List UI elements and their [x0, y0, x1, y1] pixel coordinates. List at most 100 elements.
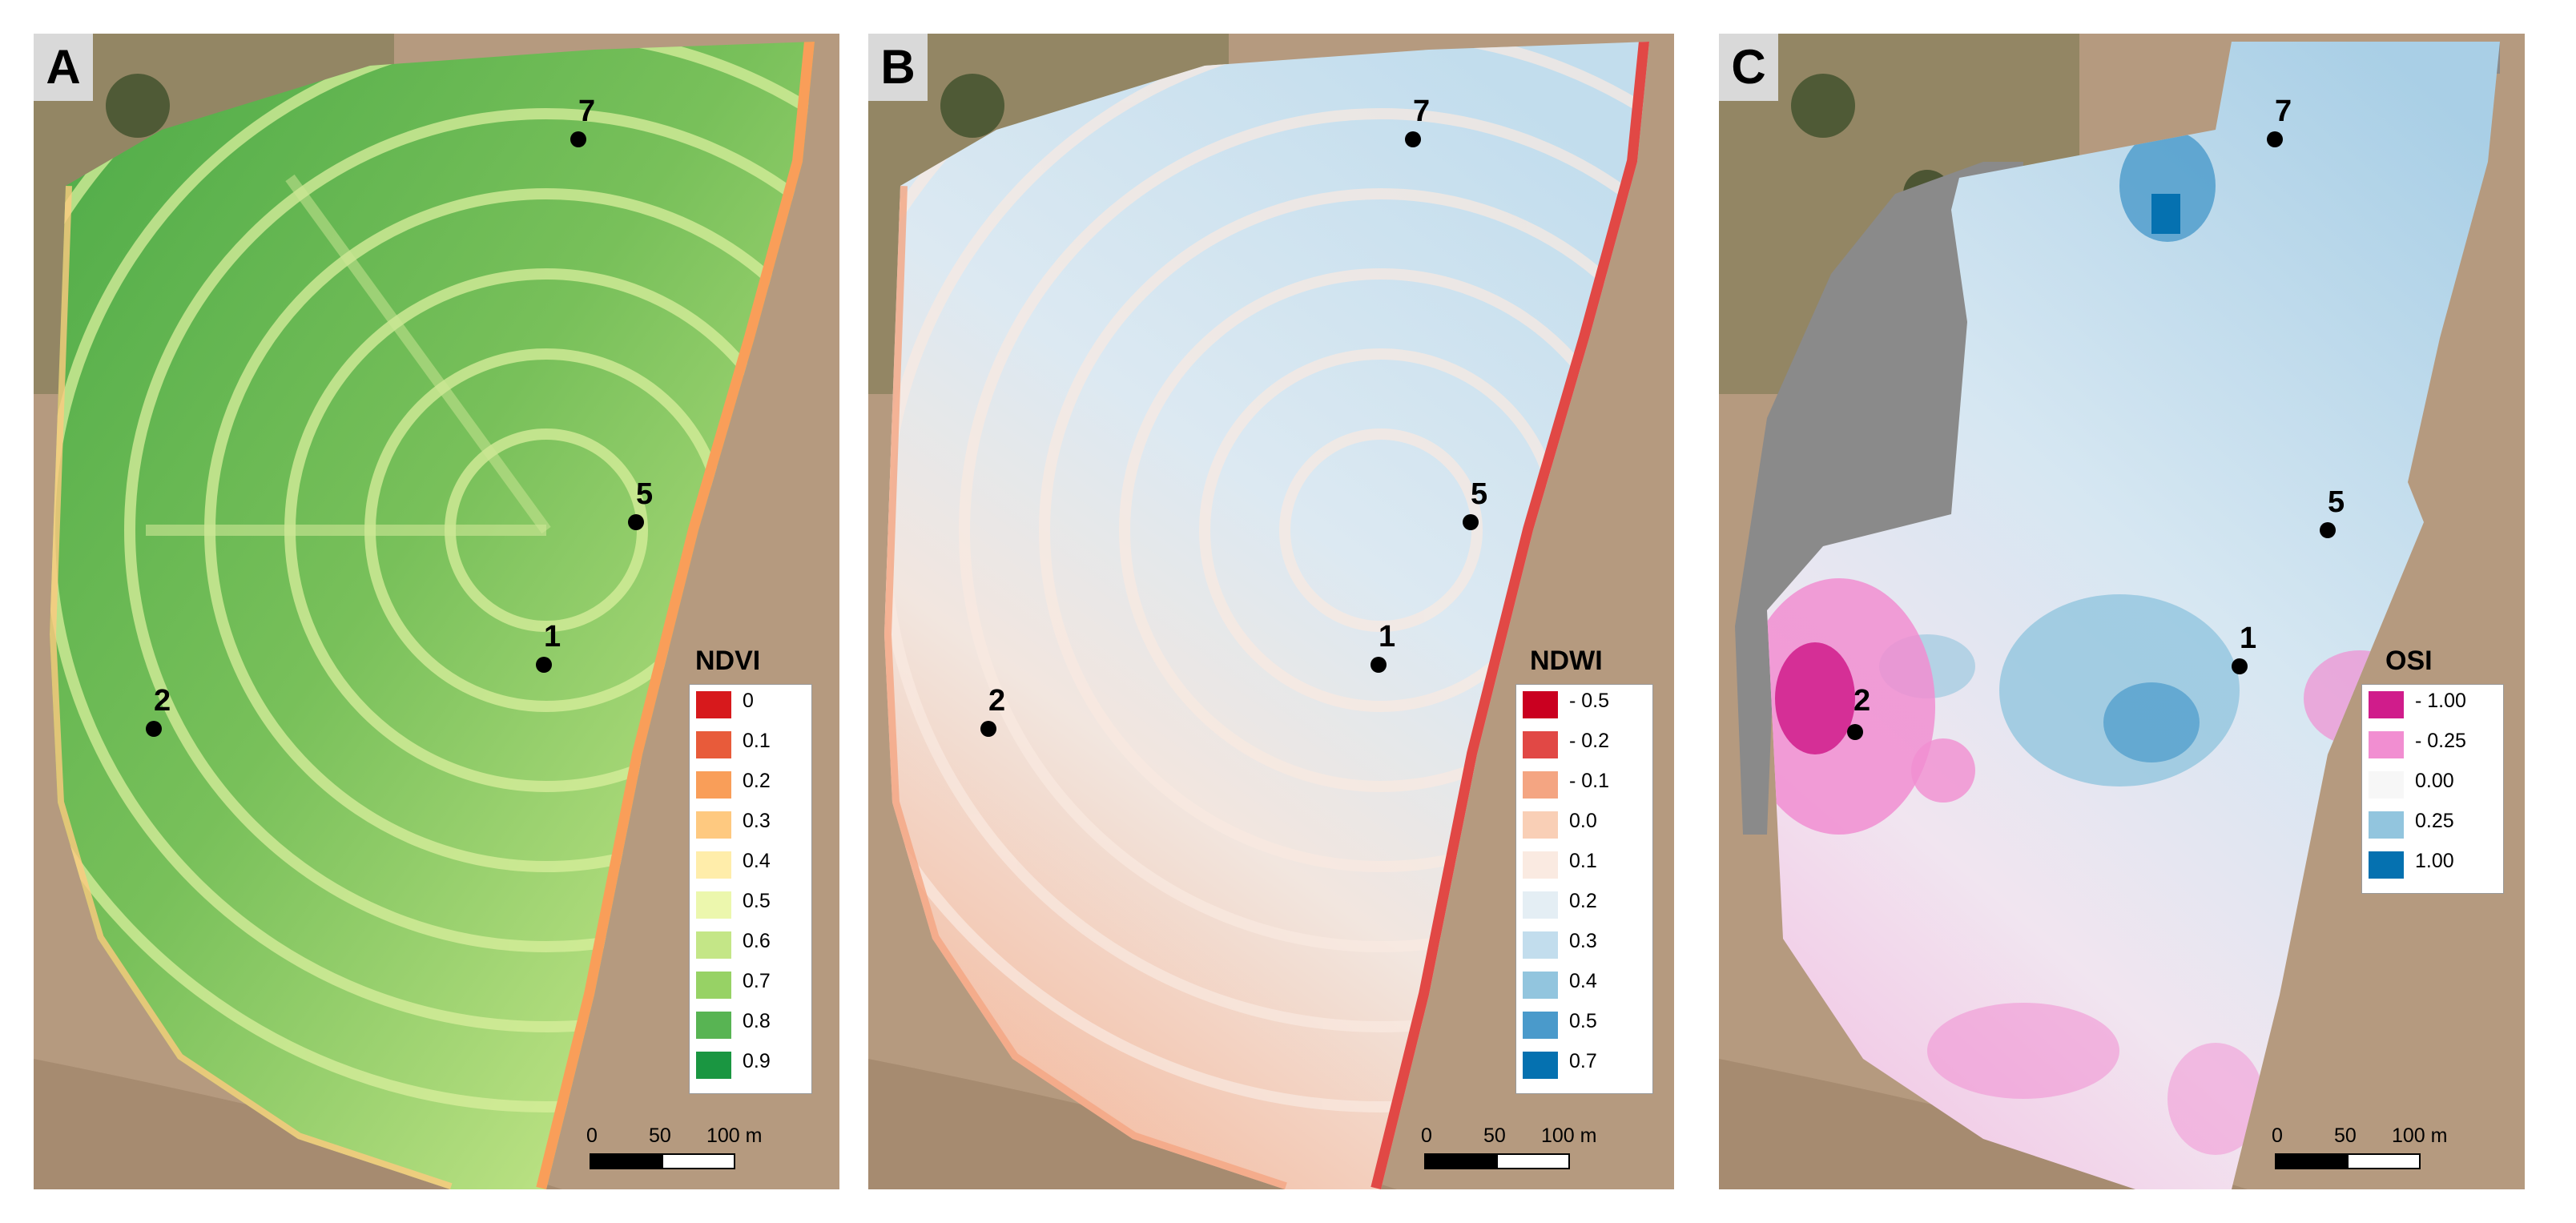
legend-swatch: [1523, 1012, 1558, 1039]
legend-label: 0.4: [1569, 970, 1597, 992]
legend-label: 0.00: [2415, 770, 2454, 792]
legend-item: 0.0: [1516, 805, 1652, 845]
legend-item: 0.1: [690, 725, 811, 765]
sample-point-5: [628, 514, 644, 530]
legend-item: - 0.5: [1516, 685, 1652, 725]
scale-label-mid: 50: [1483, 1124, 1506, 1147]
sample-point-1: [2232, 658, 2248, 674]
legend-item: 0.4: [1516, 965, 1652, 1005]
scale-bar-light-segment: [662, 1153, 735, 1169]
legend-swatch: [1523, 771, 1558, 799]
legend-label: 0.3: [743, 810, 771, 832]
point-label-2: 2: [1854, 684, 1871, 718]
osi-raster-map: [1719, 34, 2525, 1189]
legend-label: 0.7: [743, 970, 771, 992]
scale-bar: 0 50 100 m: [2272, 1124, 2447, 1181]
scale-label-zero: 0: [586, 1124, 598, 1147]
sample-point-7: [1405, 131, 1421, 147]
scale-bar-light-segment: [1496, 1153, 1570, 1169]
legend-item: 0.3: [1516, 925, 1652, 965]
point-label-1: 1: [2240, 622, 2257, 655]
legend-title: NDWI: [1530, 646, 1603, 676]
legend-label: 0.8: [743, 1010, 771, 1032]
legend-swatch: [2369, 771, 2404, 799]
panel-letter: A: [34, 34, 93, 101]
legend-swatch: [696, 931, 731, 959]
point-label-5: 5: [636, 477, 654, 511]
legend-item: - 0.25: [2362, 725, 2503, 765]
legend-swatch: [1523, 691, 1558, 718]
legend-swatch: [696, 771, 731, 799]
legend-swatch: [2369, 731, 2404, 758]
legend-item: 0.7: [1516, 1045, 1652, 1085]
legend-item: 0.2: [690, 765, 811, 805]
legend-swatch: [2369, 691, 2404, 718]
point-label-5: 5: [2328, 485, 2345, 519]
point-label-1: 1: [544, 620, 561, 654]
legend-label: 0.7: [1569, 1050, 1597, 1072]
legend-label: 1.00: [2415, 850, 2454, 872]
sample-point-2: [1847, 724, 1863, 740]
legend-label: 0.3: [1569, 930, 1597, 952]
legend-label: 0.1: [743, 730, 771, 752]
scale-bar: 0 50 100 m: [586, 1124, 762, 1181]
scale-label-zero: 0: [1421, 1124, 1432, 1147]
scale-label-mid: 50: [2334, 1124, 2357, 1147]
legend-item: - 0.1: [1516, 765, 1652, 805]
scale-label-end: 100 m: [706, 1124, 763, 1147]
legend-swatch: [1523, 731, 1558, 758]
legend-label: 0.9: [743, 1050, 771, 1072]
sample-point-1: [1371, 657, 1387, 673]
legend-swatch: [1523, 972, 1558, 999]
sample-point-5: [1463, 514, 1479, 530]
legend-label: 0.5: [1569, 1010, 1597, 1032]
sample-point-5: [2320, 522, 2336, 538]
scale-label-mid: 50: [649, 1124, 671, 1147]
point-label-7: 7: [578, 95, 596, 128]
legend-item: 0.25: [2362, 805, 2503, 845]
legend-swatch: [696, 731, 731, 758]
point-label-2: 2: [988, 684, 1006, 718]
scale-bar-dark-segment: [590, 1153, 662, 1169]
legend-item: 1.00: [2362, 845, 2503, 885]
point-label-7: 7: [1413, 95, 1431, 128]
ndvi-raster-map: [34, 34, 839, 1189]
sample-point-7: [2267, 131, 2283, 147]
scale-bar-light-segment: [2347, 1153, 2421, 1169]
point-label-1: 1: [1379, 620, 1396, 654]
legend-swatch: [696, 972, 731, 999]
legend-item: 0.6: [690, 925, 811, 965]
sample-point-2: [146, 721, 162, 737]
legend-item: 0.2: [1516, 885, 1652, 925]
legend-item: - 0.2: [1516, 725, 1652, 765]
legend-swatch: [1523, 1052, 1558, 1079]
panel-b-ndwi-map: B 7 5 1 2 NDWI - 0.5 - 0.2 - 0.1 0.0 0.1…: [868, 34, 1674, 1189]
legend-swatch: [696, 691, 731, 718]
legend-swatch: [2369, 811, 2404, 839]
scale-bar-dark-segment: [2275, 1153, 2347, 1169]
panel-letter: B: [868, 34, 928, 101]
legend-label: 0.2: [1569, 890, 1597, 912]
point-label-7: 7: [2275, 95, 2292, 128]
legend-item: 0.3: [690, 805, 811, 845]
legend-swatch: [696, 851, 731, 879]
legend-label: - 0.25: [2415, 730, 2466, 752]
legend-item: 0.5: [690, 885, 811, 925]
legend-label: 0.1: [1569, 850, 1597, 872]
legend: - 0.5 - 0.2 - 0.1 0.0 0.1 0.2 0.3 0.4 0.…: [1515, 684, 1653, 1094]
legend-label: 0: [743, 690, 754, 712]
legend-label: 0.0: [1569, 810, 1597, 832]
legend-item: 0.8: [690, 1005, 811, 1045]
legend-label: - 1.00: [2415, 690, 2466, 712]
legend-swatch: [2369, 851, 2404, 879]
legend-item: 0.5: [1516, 1005, 1652, 1045]
scale-bar-dark-segment: [1424, 1153, 1496, 1169]
scale-label-end: 100 m: [1541, 1124, 1597, 1147]
legend-item: 0.7: [690, 965, 811, 1005]
legend-swatch: [696, 1012, 731, 1039]
sample-point-1: [536, 657, 552, 673]
panel-a-ndvi-map: A 7 5 1 2 NDVI 0 0.1 0.2 0.3 0.4 0.5 0.6…: [34, 34, 839, 1189]
panel-c-osi-map: C 7 5 1 2 OSI - 1.00 - 0.25 0.00 0.25 1.…: [1719, 34, 2525, 1189]
legend-item: - 1.00: [2362, 685, 2503, 725]
legend-title: OSI: [2385, 646, 2433, 676]
